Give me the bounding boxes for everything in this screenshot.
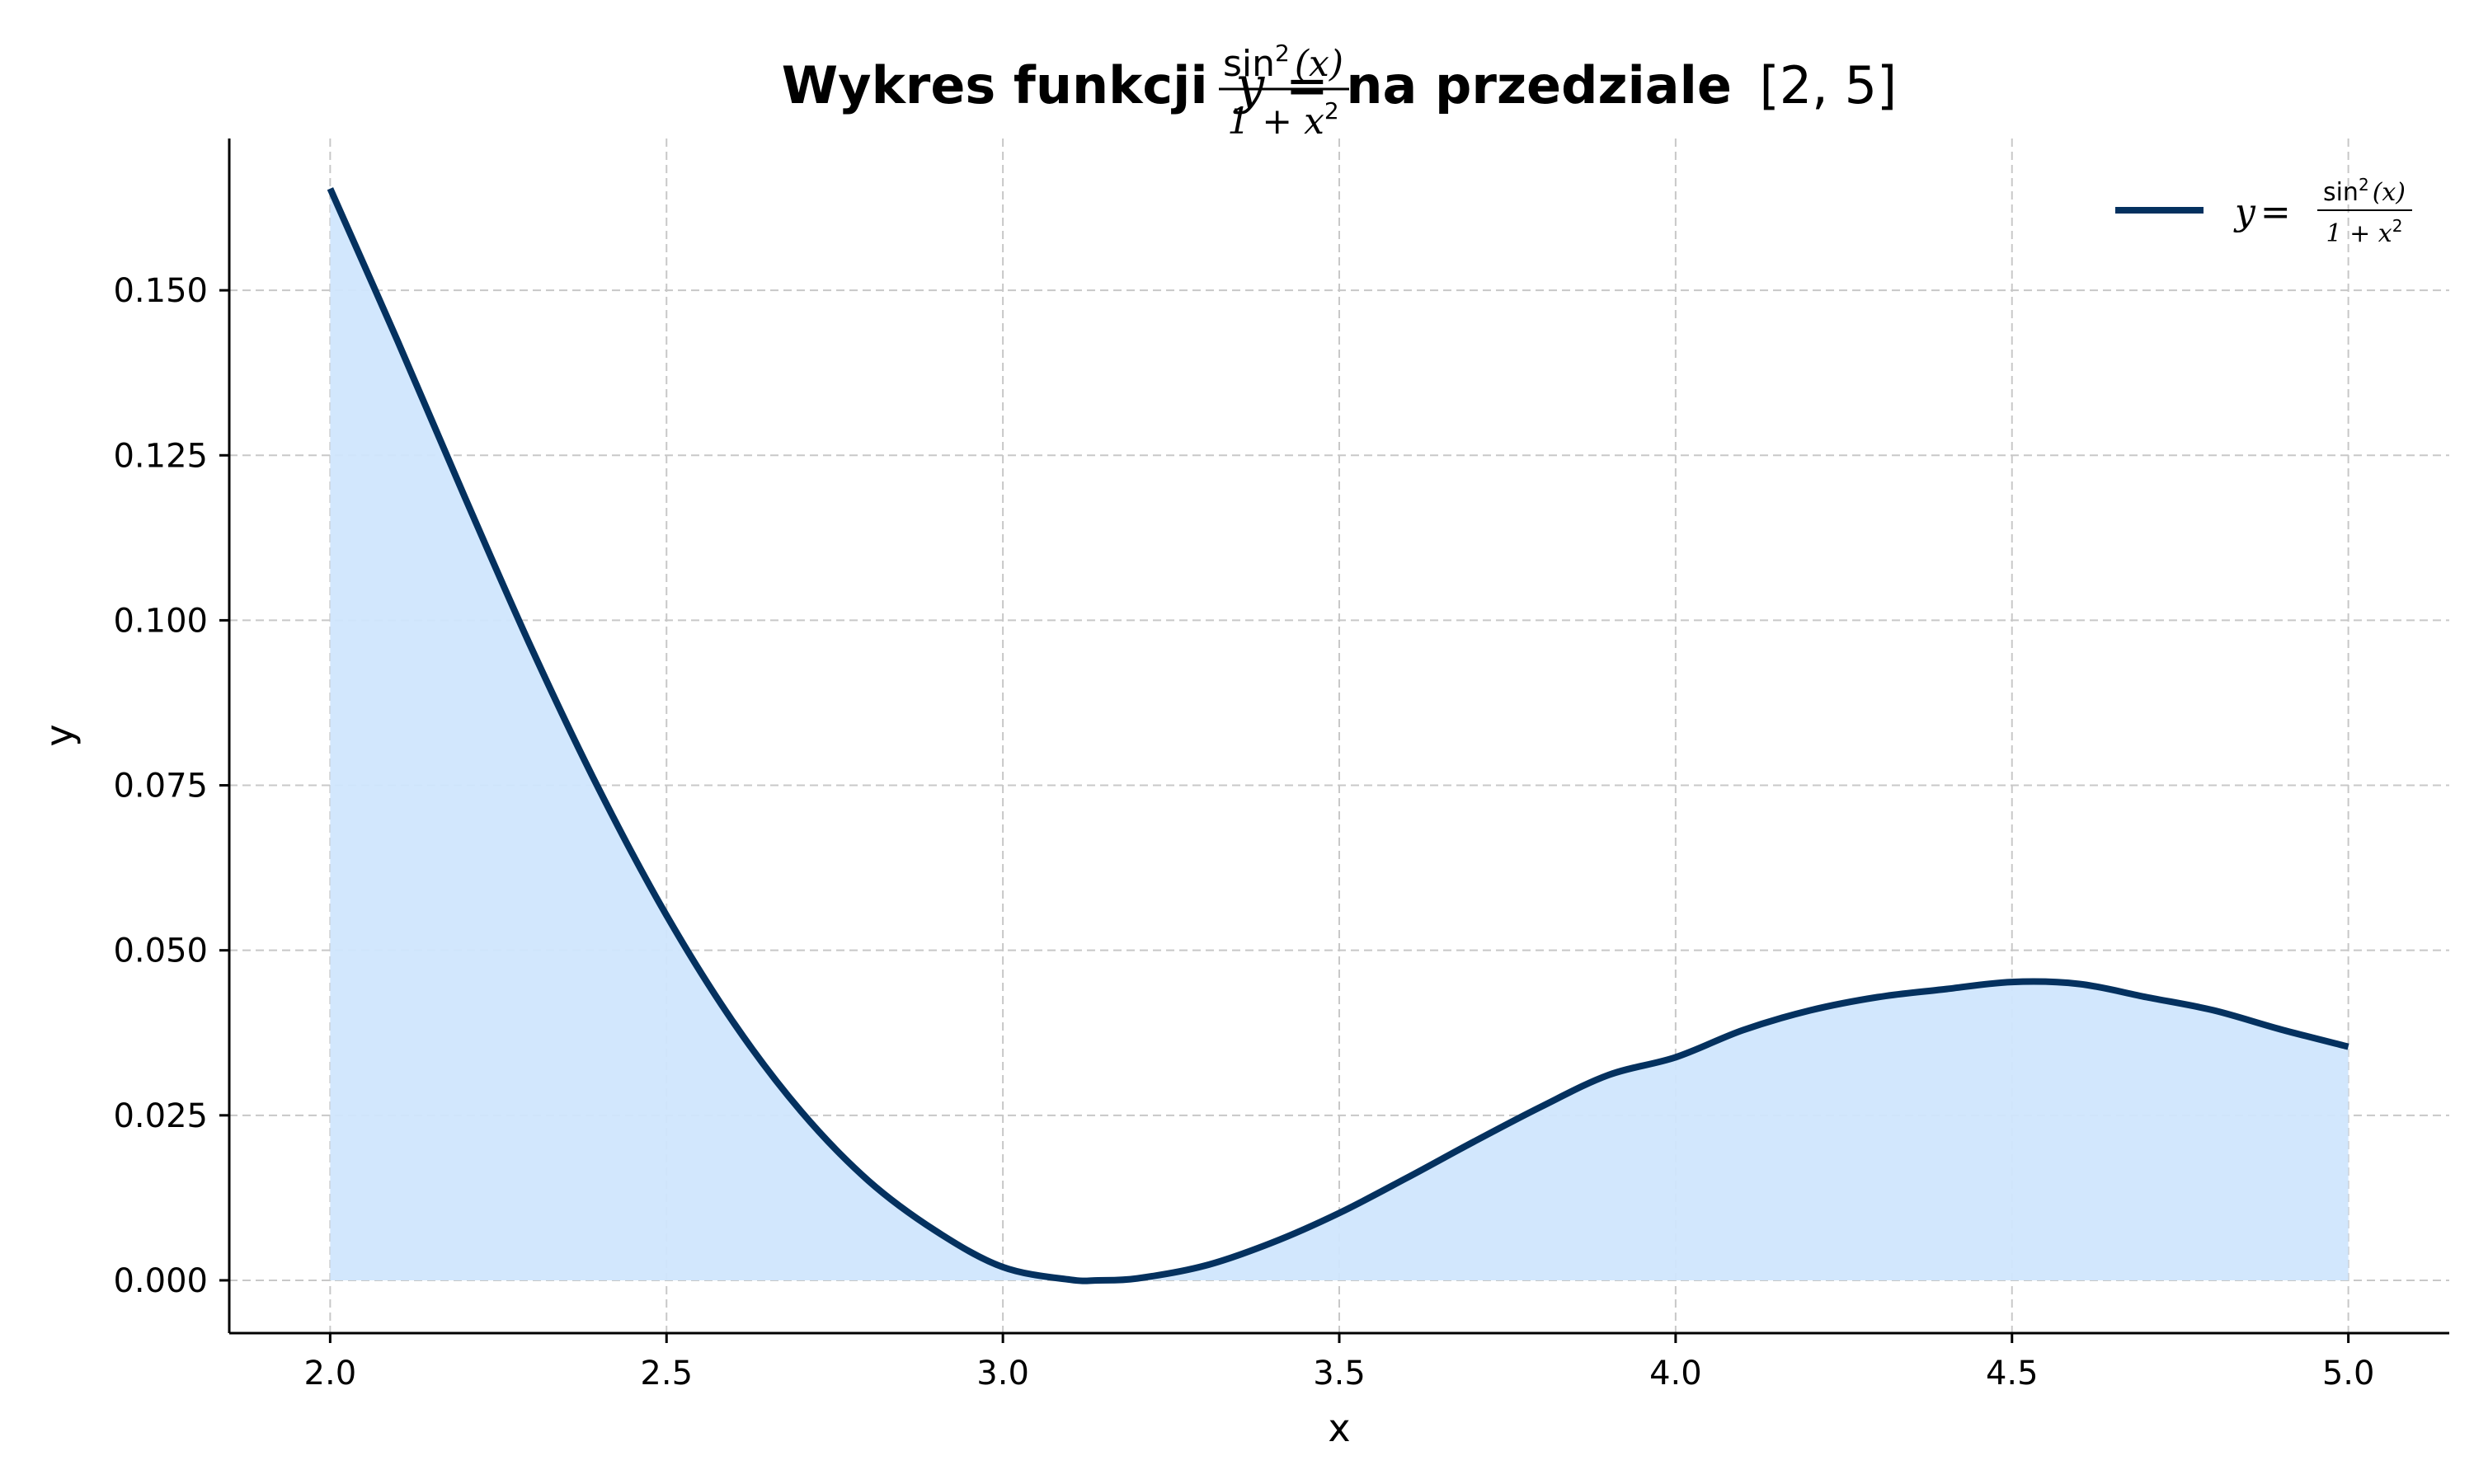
y-tick-label: 0.125: [113, 437, 208, 475]
title-fraction: sin2 (x) 1 + x2: [1219, 40, 1349, 143]
x-tick-label: 3.0: [976, 1355, 1029, 1392]
title-suffix: na przedziale: [1346, 55, 1732, 115]
y-axis-label: y: [37, 724, 82, 746]
x-tick-label: 4.0: [1649, 1355, 1702, 1392]
y-tick-label: 0.075: [113, 768, 208, 805]
title-denominator-exp: 2: [1324, 97, 1339, 124]
title-equals: =: [1286, 55, 1329, 115]
series-line: [327, 187, 2349, 1284]
legend-denominator: 1 + x2: [2326, 216, 2403, 248]
x-tick-label: 4.5: [1986, 1355, 2039, 1392]
series-area-fill: [330, 188, 2349, 1281]
y-tick-label: 0.000: [113, 1262, 208, 1300]
y-tick-label: 0.150: [113, 272, 208, 310]
x-tick-label: 2.0: [304, 1355, 357, 1392]
x-axis-label: x: [1328, 1406, 1350, 1450]
chart-title: Wykres funkcji y = na przedziale [2, 5]: [782, 55, 1897, 115]
title-numerator-exp: 2: [1275, 40, 1290, 67]
title-numerator-arg: (x): [1295, 43, 1343, 85]
legend: y = sin2 (x) 1 + x2: [2115, 175, 2412, 248]
x-tick-label: 3.5: [1313, 1355, 1366, 1392]
title-y-var: y: [1233, 55, 1265, 115]
title-numerator: sin2 (x): [1223, 40, 1343, 85]
x-tick-label: 2.5: [640, 1355, 693, 1392]
y-tick-label: 0.100: [113, 602, 208, 640]
title-prefix: Wykres funkcji: [782, 55, 1208, 115]
title-denominator: 1 + x2: [1227, 97, 1338, 143]
x-tick-label: 5.0: [2322, 1355, 2375, 1392]
y-tick-label: 0.050: [113, 932, 208, 970]
legend-numerator: sin2 (x): [2323, 175, 2406, 207]
legend-label-y: y =: [2233, 191, 2291, 233]
y-ticks: 0.000 0.025 0.050 0.075 0.100 0.125 0.150: [113, 272, 229, 1300]
x-ticks: 2.0 2.5 3.0 3.5 4.0 4.5 5.0: [304, 1333, 2375, 1392]
title-interval: [2, 5]: [1760, 55, 1898, 115]
y-tick-label: 0.025: [113, 1097, 208, 1135]
